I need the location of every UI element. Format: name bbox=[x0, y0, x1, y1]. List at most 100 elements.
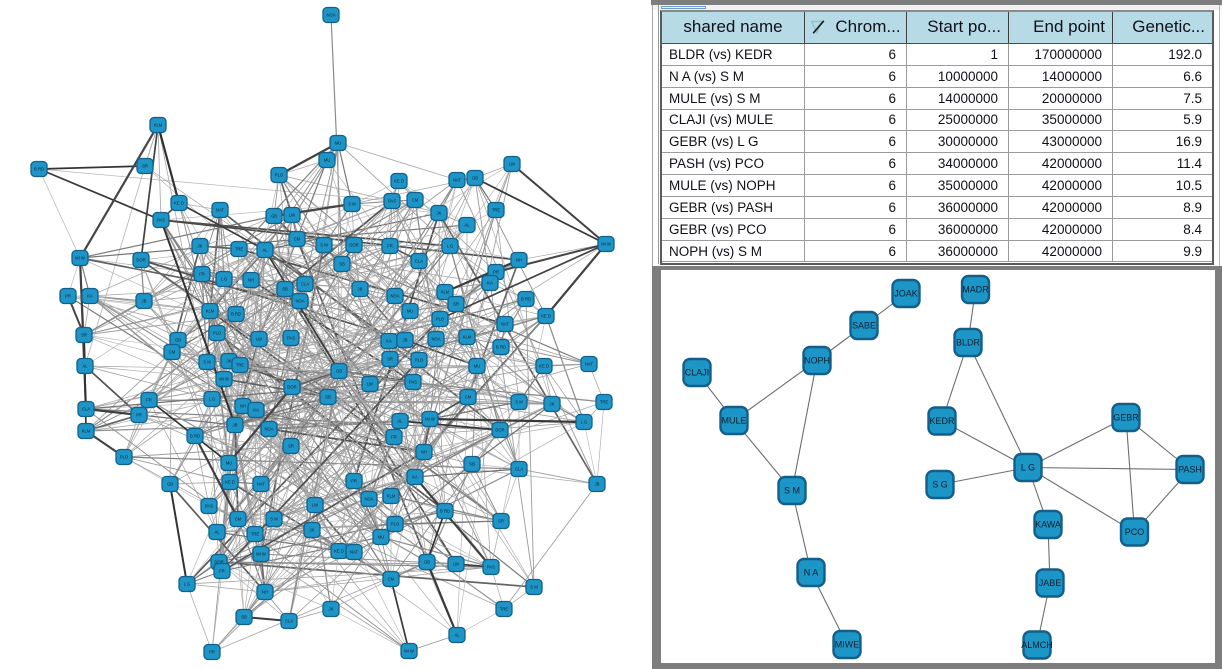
svg-text:PLO: PLO bbox=[436, 317, 445, 322]
svg-text:GB: GB bbox=[472, 176, 478, 181]
svg-text:AL: AL bbox=[262, 248, 268, 253]
svg-text:BLDR: BLDR bbox=[956, 338, 981, 348]
svg-text:JOAK: JOAK bbox=[894, 289, 918, 299]
svg-text:CM: CM bbox=[169, 350, 176, 355]
svg-text:KE D: KE D bbox=[174, 201, 184, 206]
svg-text:NOA: NOA bbox=[364, 497, 373, 502]
svg-text:KA: KA bbox=[386, 339, 392, 344]
svg-text:MU: MU bbox=[335, 141, 342, 146]
svg-text:S M: S M bbox=[270, 517, 278, 522]
svg-text:LW: LW bbox=[256, 337, 262, 342]
svg-text:MU: MU bbox=[226, 461, 233, 466]
svg-text:SB: SB bbox=[469, 462, 475, 467]
svg-text:NAT: NAT bbox=[585, 362, 594, 367]
svg-text:SR: SR bbox=[81, 333, 87, 338]
svg-text:PAS: PAS bbox=[409, 380, 417, 385]
svg-text:FR: FR bbox=[391, 435, 397, 440]
svg-text:PR: PR bbox=[209, 650, 215, 655]
svg-text:CLA: CLA bbox=[415, 259, 423, 264]
svg-text:NH: NH bbox=[262, 590, 268, 595]
svg-text:GB: GB bbox=[167, 482, 173, 487]
svg-text:CLA: CLA bbox=[82, 407, 90, 412]
svg-text:LW: LW bbox=[367, 382, 373, 387]
svg-text:S M: S M bbox=[348, 202, 356, 207]
svg-text:GB: GB bbox=[271, 214, 277, 219]
svg-text:JK: JK bbox=[198, 244, 203, 249]
svg-text:NOA: NOA bbox=[326, 13, 335, 18]
svg-text:CLA: CLA bbox=[515, 467, 523, 472]
svg-text:JK: JK bbox=[437, 211, 442, 216]
svg-text:MI W: MI W bbox=[425, 417, 435, 422]
svg-text:PAS: PAS bbox=[205, 504, 213, 509]
svg-text:B RD: B RD bbox=[231, 312, 241, 317]
svg-text:PR: PR bbox=[351, 479, 357, 484]
svg-text:S M: S M bbox=[515, 400, 523, 405]
svg-text:JK: JK bbox=[329, 607, 334, 612]
svg-text:CM: CM bbox=[235, 517, 242, 522]
svg-text:B RD: B RD bbox=[521, 297, 531, 302]
svg-text:PR: PR bbox=[136, 413, 142, 418]
svg-text:CM: CM bbox=[388, 577, 395, 582]
svg-text:JB: JB bbox=[595, 482, 600, 487]
svg-text:JK: JK bbox=[227, 359, 232, 364]
svg-text:JB: JB bbox=[142, 299, 147, 304]
svg-text:SABE: SABE bbox=[852, 321, 876, 331]
svg-text:SB: SB bbox=[241, 615, 247, 620]
svg-text:ALMCH: ALMCH bbox=[1021, 640, 1053, 650]
svg-text:PLO: PLO bbox=[391, 522, 400, 527]
svg-text:NAT: NAT bbox=[257, 482, 266, 487]
svg-text:CM: CM bbox=[465, 395, 472, 400]
svg-text:TRE: TRE bbox=[236, 363, 245, 368]
svg-text:GB: GB bbox=[336, 369, 342, 374]
svg-text:KA: KA bbox=[253, 408, 259, 413]
svg-text:SB: SB bbox=[282, 287, 288, 292]
svg-text:NOA: NOA bbox=[295, 299, 304, 304]
svg-text:MI W: MI W bbox=[601, 242, 611, 247]
svg-text:NH: NH bbox=[240, 404, 246, 409]
svg-text:AL: AL bbox=[464, 223, 470, 228]
svg-text:DOR: DOR bbox=[349, 243, 358, 248]
svg-text:NH: NH bbox=[421, 450, 427, 455]
svg-text:CM: CM bbox=[412, 198, 419, 203]
svg-text:PCO: PCO bbox=[1125, 527, 1145, 537]
svg-text:KE D: KE D bbox=[225, 480, 235, 485]
svg-text:PR: PR bbox=[493, 270, 499, 275]
svg-text:AL: AL bbox=[214, 530, 220, 535]
svg-text:MI W: MI W bbox=[75, 256, 85, 261]
svg-text:SR: SR bbox=[453, 302, 459, 307]
svg-text:L G: L G bbox=[209, 397, 216, 402]
svg-text:TRE: TRE bbox=[251, 532, 260, 537]
svg-text:NAT: NAT bbox=[216, 208, 225, 213]
svg-text:MU: MU bbox=[324, 158, 331, 163]
svg-text:NAT: NAT bbox=[350, 550, 359, 555]
svg-text:KLM: KLM bbox=[463, 335, 472, 340]
svg-text:NH: NH bbox=[516, 258, 522, 263]
svg-text:B RD: B RD bbox=[190, 434, 200, 439]
svg-text:MU: MU bbox=[407, 309, 414, 314]
svg-text:JB: JB bbox=[358, 287, 363, 292]
svg-text:KLM: KLM bbox=[206, 309, 215, 314]
svg-text:MI W: MI W bbox=[404, 649, 414, 654]
svg-text:PLO: PLO bbox=[120, 455, 129, 460]
svg-text:KE D: KE D bbox=[539, 364, 549, 369]
svg-text:DOR: DOR bbox=[136, 258, 145, 263]
svg-text:KLM: KLM bbox=[154, 123, 163, 128]
svg-text:L G: L G bbox=[184, 582, 191, 587]
svg-text:TRE: TRE bbox=[235, 247, 244, 252]
svg-text:NOPH: NOPH bbox=[804, 356, 830, 366]
svg-text:S M: S M bbox=[530, 585, 538, 590]
svg-text:GEBR: GEBR bbox=[1113, 413, 1139, 423]
svg-text:JB: JB bbox=[233, 423, 238, 428]
svg-text:PASH: PASH bbox=[1178, 465, 1202, 475]
svg-text:TRE: TRE bbox=[492, 208, 501, 213]
svg-text:NAT: NAT bbox=[453, 178, 462, 183]
svg-text:MI W: MI W bbox=[256, 552, 266, 557]
svg-text:TRE: TRE bbox=[500, 607, 509, 612]
svg-text:GB: GB bbox=[424, 560, 430, 565]
svg-text:FR: FR bbox=[199, 272, 205, 277]
svg-text:CLA: CLA bbox=[301, 282, 309, 287]
svg-text:KAWA: KAWA bbox=[1035, 520, 1061, 530]
svg-text:AL: AL bbox=[397, 419, 403, 424]
svg-text:KE D: KE D bbox=[394, 179, 404, 184]
svg-text:KEDR: KEDR bbox=[929, 416, 955, 426]
